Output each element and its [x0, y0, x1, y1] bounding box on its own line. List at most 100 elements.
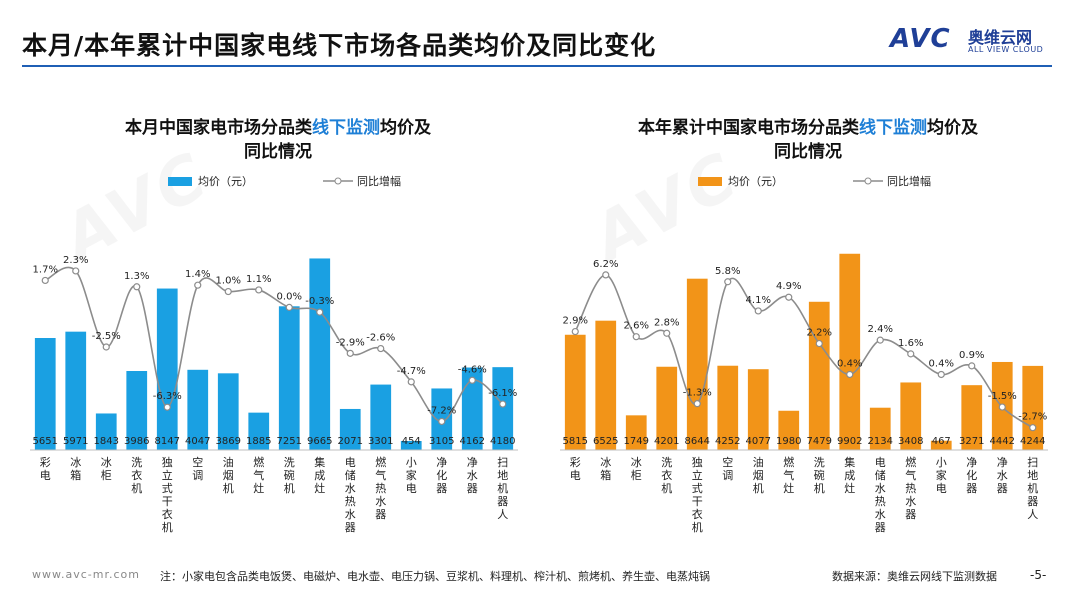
bar — [126, 371, 148, 450]
bar — [309, 258, 331, 450]
chart-legend: 均价（元） 同比增幅 — [698, 173, 931, 189]
yoy-point — [285, 303, 293, 311]
bar-value-label: 6525 — [593, 436, 618, 447]
yoy-data-label: -6.3% — [153, 391, 182, 402]
bar — [1022, 365, 1044, 450]
yoy-point — [407, 378, 415, 386]
chart-title-pre: 本年累计中国家电市场分品类 — [638, 118, 859, 138]
logo-en-name: ALL VIEW CLOUD — [968, 45, 1044, 54]
footer-url[interactable]: www.avc-mr.com — [32, 568, 140, 581]
bar-value-label: 4252 — [715, 436, 740, 447]
bar — [339, 408, 361, 450]
bar — [930, 440, 952, 450]
chart-title-line2: 同比情况 — [774, 142, 842, 162]
yoy-point — [255, 286, 263, 294]
category-tick-label: 独立式干衣机 — [162, 456, 173, 534]
bar — [217, 373, 239, 450]
bar — [656, 366, 678, 450]
yoy-data-label: 2.2% — [807, 328, 832, 339]
category-tick-label: 净化器 — [436, 455, 447, 495]
bar — [400, 441, 422, 450]
yoy-point — [663, 329, 671, 337]
bar-value-label: 8147 — [155, 436, 180, 447]
yoy-point — [754, 307, 762, 315]
bar-value-label: 9902 — [837, 436, 862, 447]
bar-value-label: 8644 — [685, 436, 710, 447]
yoy-data-label: 6.2% — [593, 259, 618, 270]
yoy-data-label: 2.6% — [624, 321, 649, 332]
category-tick-label: 空调 — [192, 455, 203, 482]
chart-title-post: 均价及 — [380, 118, 431, 138]
yoy-data-label: 1.3% — [124, 271, 149, 282]
bar — [778, 410, 800, 450]
yoy-data-label: 2.9% — [563, 316, 588, 327]
bar-value-label: 7251 — [277, 436, 302, 447]
yoy-point — [876, 336, 884, 344]
yoy-data-label: 1.1% — [246, 274, 271, 285]
category-tick-label: 燃气热水器 — [375, 455, 386, 521]
yoy-point — [316, 308, 324, 316]
bar — [808, 301, 830, 450]
yoy-point — [133, 283, 141, 291]
logo-cn-name: 奥维云网 — [968, 28, 1033, 47]
yoy-data-label: -2.7% — [1018, 412, 1047, 423]
bar — [564, 334, 586, 450]
bar — [686, 278, 708, 450]
yoy-point — [724, 278, 732, 286]
category-tick-label: 油烟机 — [223, 455, 234, 495]
bar — [278, 306, 300, 450]
legend-line-swatch — [323, 177, 353, 185]
header-divider — [22, 65, 1052, 67]
bar — [595, 320, 617, 450]
bar — [869, 407, 891, 450]
category-tick-label: 冰箱 — [70, 456, 81, 482]
category-tick-label: 洗碗机 — [284, 456, 295, 495]
yoy-data-label: 2.3% — [63, 255, 88, 266]
yoy-point — [194, 281, 202, 289]
yoy-data-label: 4.1% — [746, 295, 771, 306]
category-tick-label: 洗衣机 — [131, 456, 142, 495]
yoy-data-label: -2.9% — [336, 337, 365, 348]
bar-value-label: 2071 — [338, 436, 363, 447]
bar-value-label: 3408 — [898, 436, 923, 447]
yoy-data-label: -1.5% — [988, 391, 1017, 402]
bar — [961, 385, 983, 450]
category-tick-label: 燃气灶 — [253, 455, 264, 495]
yoy-data-label: 1.6% — [898, 338, 923, 349]
chart-title: 本年累计中国家电市场分品类线下监测均价及 同比情况 — [588, 116, 1028, 164]
yoy-data-label: -1.3% — [683, 388, 712, 399]
bar — [625, 415, 647, 450]
chart-panel-ytd: 本年累计中国家电市场分品类线下监测均价及 同比情况 均价（元） 同比增幅 2.9… — [548, 92, 1068, 562]
legend-bar-label: 均价（元） — [198, 175, 253, 188]
category-tick-label: 洗衣机 — [661, 456, 672, 495]
bar-value-label: 4442 — [990, 436, 1015, 447]
yoy-data-label: 2.8% — [654, 317, 679, 328]
bar-value-label: 2134 — [868, 436, 893, 447]
legend-bar-label: 均价（元） — [728, 175, 783, 188]
yoy-data-label: -4.7% — [397, 366, 426, 377]
chart-title-line2: 同比情况 — [244, 142, 312, 162]
yoy-data-label: 1.0% — [216, 276, 241, 287]
bar — [156, 288, 178, 450]
category-tick-label: 空调 — [722, 455, 733, 482]
yoy-point — [998, 403, 1006, 411]
bar-value-label: 4047 — [185, 436, 210, 447]
yoy-point — [693, 400, 701, 408]
yoy-point — [499, 400, 507, 408]
category-tick-label: 集成灶 — [844, 455, 855, 495]
bar-value-label: 1843 — [94, 436, 119, 447]
bar — [95, 413, 117, 450]
category-tick-label: 冰柜 — [101, 456, 112, 482]
yoy-data-label: -6.1% — [488, 388, 517, 399]
footer-note: 注：小家电包含品类电饭煲、电磁炉、电水壶、电压力锅、豆浆机、料理机、榨汁机、煎烤… — [160, 570, 710, 583]
yoy-point — [468, 376, 476, 384]
yoy-data-label: 4.9% — [776, 281, 801, 292]
avc-logo: AVC 奥维云网 ALL VIEW CLOUD — [890, 22, 1050, 58]
category-tick-label: 净水器 — [997, 455, 1008, 495]
category-tick-label: 扫地机器人 — [1027, 456, 1038, 521]
category-tick-label: 彩电 — [570, 456, 581, 482]
yoy-point — [815, 339, 823, 348]
category-tick-label: 小家电 — [936, 456, 947, 495]
yoy-point — [377, 344, 385, 353]
yoy-point — [632, 333, 640, 341]
